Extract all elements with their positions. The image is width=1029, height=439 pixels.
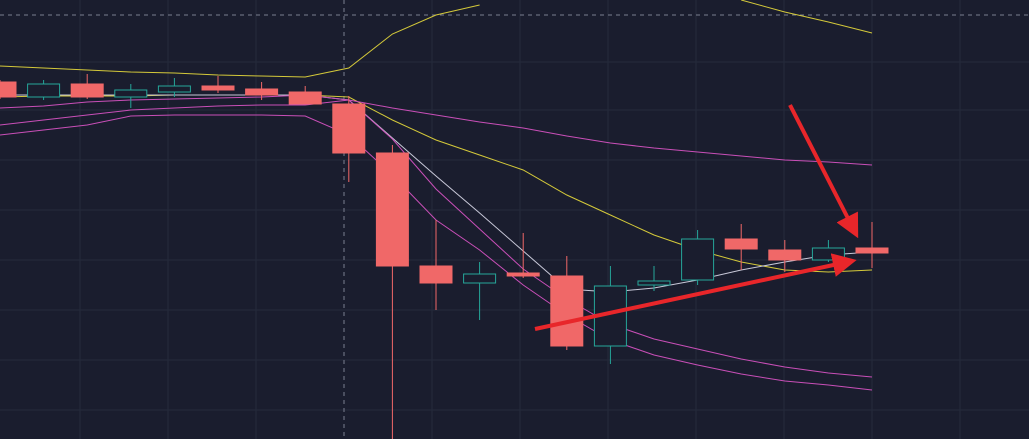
indicator-line bbox=[0, 4, 480, 78]
arrow bbox=[534, 253, 857, 331]
candle-body bbox=[506, 272, 540, 277]
candle-body bbox=[811, 247, 845, 261]
candle-body bbox=[463, 273, 497, 284]
candle-body bbox=[637, 280, 671, 286]
candle-body bbox=[0, 81, 17, 98]
candle-body bbox=[245, 88, 279, 96]
candle-body bbox=[375, 152, 409, 267]
indicator-lines bbox=[0, 0, 873, 391]
candle-body bbox=[201, 85, 235, 91]
candle-body bbox=[27, 83, 61, 98]
annotations bbox=[534, 104, 859, 331]
candle-body bbox=[157, 85, 191, 93]
candle-body bbox=[332, 103, 366, 154]
indicator-line bbox=[741, 0, 873, 34]
candle-body bbox=[114, 89, 148, 98]
candle-body bbox=[724, 238, 758, 250]
candle-body bbox=[288, 91, 322, 105]
candle-body bbox=[550, 275, 584, 347]
candle-body bbox=[419, 265, 453, 284]
indicator-line bbox=[0, 99, 873, 378]
candle-body bbox=[681, 238, 715, 281]
candle-body bbox=[768, 249, 802, 261]
candle-body bbox=[855, 247, 889, 254]
arrow bbox=[788, 104, 859, 239]
candles bbox=[0, 74, 889, 439]
candle-body bbox=[70, 83, 104, 98]
indicator-line bbox=[0, 94, 873, 166]
